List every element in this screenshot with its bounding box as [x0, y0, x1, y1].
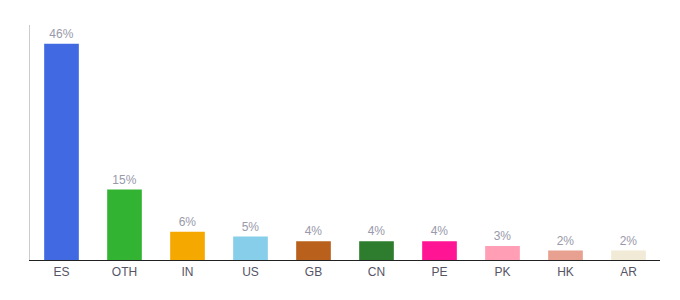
svg-text:PK: PK: [494, 265, 510, 279]
svg-text:US: US: [242, 265, 259, 279]
svg-text:IN: IN: [182, 265, 194, 279]
svg-text:HK: HK: [557, 265, 574, 279]
svg-text:2%: 2%: [620, 234, 638, 248]
svg-text:CN: CN: [368, 265, 385, 279]
svg-text:PE: PE: [431, 265, 447, 279]
svg-text:2%: 2%: [557, 234, 575, 248]
svg-text:AR: AR: [620, 265, 637, 279]
svg-text:5%: 5%: [242, 220, 260, 234]
svg-text:4%: 4%: [305, 224, 323, 238]
svg-text:ES: ES: [53, 265, 69, 279]
svg-text:4%: 4%: [368, 224, 386, 238]
svg-text:GB: GB: [305, 265, 322, 279]
svg-text:6%: 6%: [179, 215, 197, 229]
svg-text:OTH: OTH: [112, 265, 137, 279]
svg-text:15%: 15%: [112, 173, 136, 187]
svg-text:4%: 4%: [431, 224, 449, 238]
svg-text:46%: 46%: [49, 27, 73, 41]
svg-text:3%: 3%: [494, 229, 512, 243]
